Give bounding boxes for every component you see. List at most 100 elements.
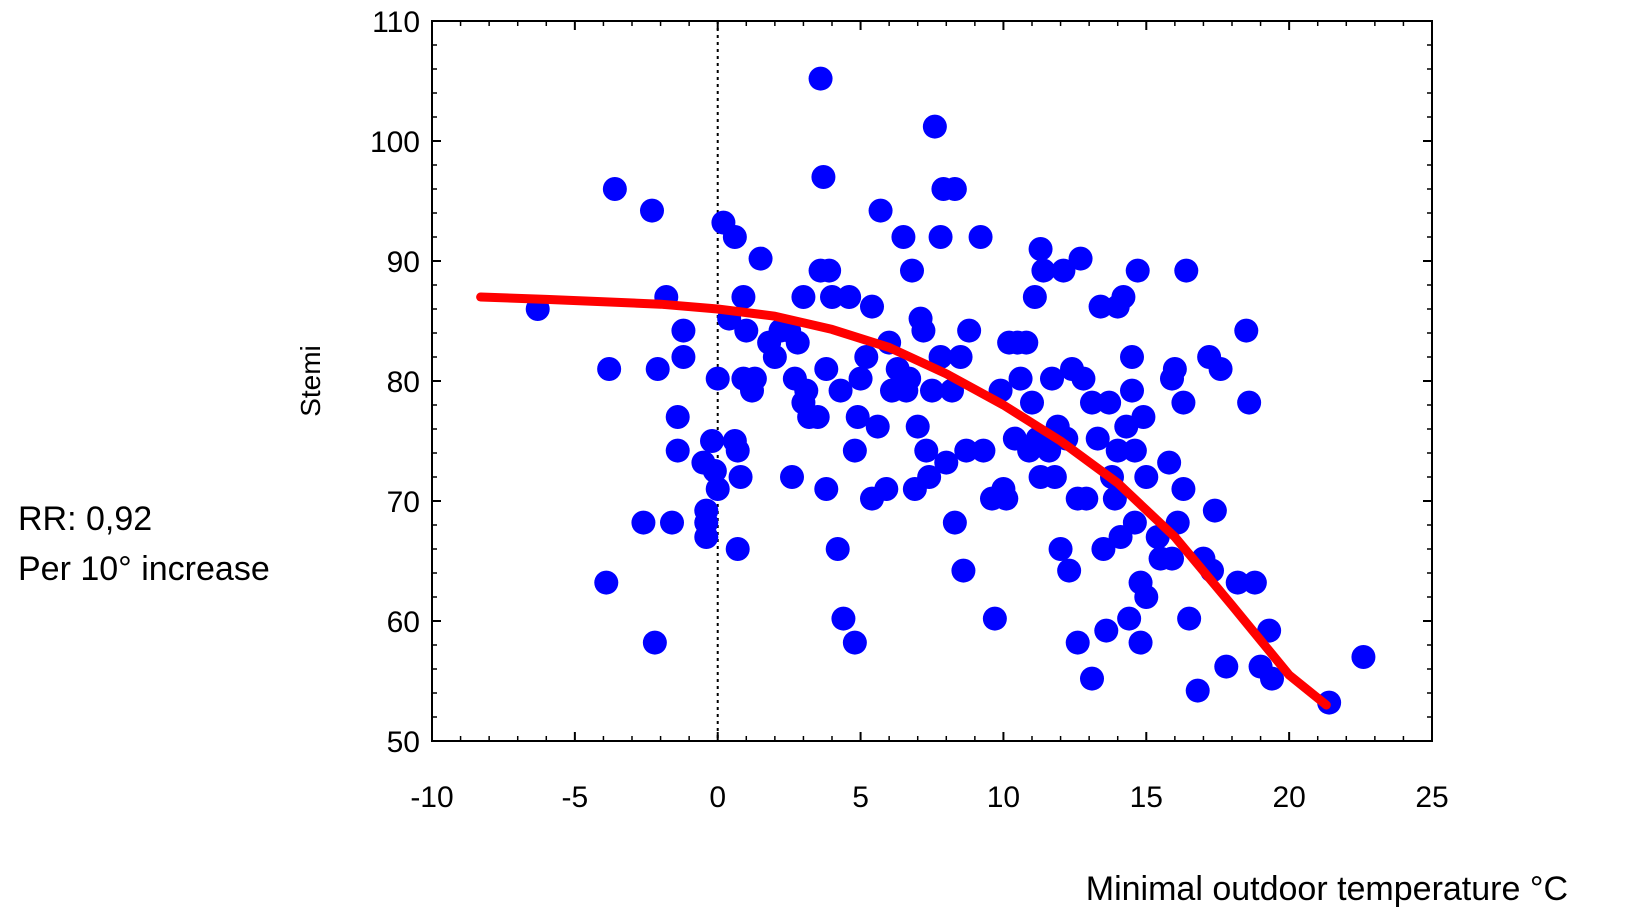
data-point bbox=[891, 225, 916, 249]
data-point bbox=[994, 486, 1019, 511]
data-point bbox=[848, 366, 873, 391]
data-point bbox=[694, 525, 719, 549]
data-point bbox=[1171, 477, 1196, 501]
data-point bbox=[1111, 285, 1136, 309]
data-point bbox=[702, 459, 727, 483]
data-point bbox=[794, 378, 819, 403]
data-point bbox=[1120, 345, 1144, 369]
y-axis-ticks: 50 60 70 80 90 100 110 bbox=[370, 6, 1432, 759]
data-point bbox=[645, 357, 670, 381]
data-point bbox=[1234, 318, 1259, 343]
data-point bbox=[725, 537, 750, 561]
data-point bbox=[705, 477, 730, 501]
y-tick-label: 50 bbox=[387, 726, 420, 759]
data-point bbox=[1080, 666, 1104, 691]
data-point bbox=[865, 414, 890, 439]
y-tick-label: 90 bbox=[387, 246, 420, 279]
data-point bbox=[640, 198, 664, 223]
data-point bbox=[1128, 630, 1153, 655]
data-point bbox=[1022, 285, 1047, 309]
data-point bbox=[594, 570, 619, 595]
x-tick-label: 5 bbox=[852, 781, 869, 814]
data-point bbox=[671, 345, 696, 369]
x-tick-label: -10 bbox=[410, 781, 453, 814]
data-point bbox=[1068, 246, 1093, 271]
data-point bbox=[1014, 330, 1039, 355]
data-point bbox=[1088, 294, 1113, 319]
data-point bbox=[905, 414, 930, 439]
data-point bbox=[1091, 537, 1116, 561]
y-tick-label: 110 bbox=[372, 6, 420, 39]
data-point bbox=[671, 318, 696, 343]
data-point bbox=[971, 438, 996, 463]
data-point bbox=[825, 537, 850, 561]
data-point bbox=[860, 294, 884, 319]
x-tick-label: 25 bbox=[1415, 781, 1448, 814]
x-axis-ticks: -10 -5 0 5 10 15 20 25 bbox=[410, 21, 1449, 814]
data-point bbox=[1102, 486, 1127, 511]
data-point bbox=[1074, 486, 1099, 511]
data-point bbox=[1260, 666, 1284, 691]
data-point bbox=[1237, 390, 1262, 415]
data-point bbox=[1042, 465, 1067, 489]
y-tick-label: 60 bbox=[387, 606, 420, 639]
data-point bbox=[780, 465, 804, 489]
x-tick-label: 10 bbox=[987, 781, 1020, 814]
data-point bbox=[665, 405, 690, 429]
data-point bbox=[660, 510, 684, 535]
data-point bbox=[928, 225, 953, 249]
data-point bbox=[868, 198, 893, 223]
data-point bbox=[900, 258, 924, 283]
data-point bbox=[602, 177, 627, 201]
data-point bbox=[1242, 570, 1267, 595]
data-point bbox=[1214, 654, 1239, 679]
data-point bbox=[642, 630, 667, 655]
data-point bbox=[942, 177, 967, 201]
data-point bbox=[1120, 378, 1144, 403]
data-point bbox=[1071, 366, 1096, 391]
data-point bbox=[922, 114, 947, 139]
data-point bbox=[1080, 390, 1104, 415]
data-point bbox=[911, 318, 936, 343]
data-point bbox=[1351, 645, 1376, 669]
data-point bbox=[897, 366, 922, 391]
data-point bbox=[785, 330, 810, 355]
data-point bbox=[725, 438, 750, 463]
data-point bbox=[842, 438, 867, 463]
data-point bbox=[1065, 630, 1090, 655]
y-axis-title: Stemi bbox=[295, 345, 326, 417]
x-tick-label: 15 bbox=[1130, 781, 1163, 814]
y-tick-label: 80 bbox=[387, 366, 420, 399]
data-point bbox=[954, 438, 979, 463]
data-point bbox=[1208, 357, 1233, 381]
data-point bbox=[814, 357, 839, 381]
data-point bbox=[831, 606, 856, 631]
data-point bbox=[854, 345, 879, 369]
data-point bbox=[948, 345, 973, 369]
data-points bbox=[525, 66, 1376, 715]
data-point bbox=[1085, 426, 1110, 451]
data-point bbox=[1057, 558, 1082, 583]
data-point bbox=[1020, 390, 1044, 415]
data-point bbox=[700, 429, 724, 453]
data-point bbox=[814, 477, 839, 501]
data-point bbox=[1040, 366, 1064, 391]
data-point bbox=[1122, 438, 1147, 463]
x-axis-title: Minimal outdoor temperature °C bbox=[1086, 870, 1568, 908]
data-point bbox=[1162, 357, 1187, 381]
data-point bbox=[1125, 258, 1150, 283]
y-tick-label: 70 bbox=[387, 486, 420, 519]
data-point bbox=[951, 558, 976, 583]
data-point bbox=[817, 258, 842, 283]
data-point bbox=[914, 438, 939, 463]
data-point bbox=[748, 246, 773, 271]
rr-annotation: RR: 0,92 bbox=[18, 500, 153, 538]
data-point bbox=[1157, 450, 1182, 475]
data-point bbox=[820, 285, 844, 309]
data-point bbox=[837, 285, 862, 309]
data-point bbox=[842, 630, 867, 655]
data-point bbox=[1051, 258, 1076, 283]
data-point bbox=[1037, 438, 1062, 463]
data-point bbox=[791, 285, 816, 309]
data-point bbox=[934, 450, 959, 475]
